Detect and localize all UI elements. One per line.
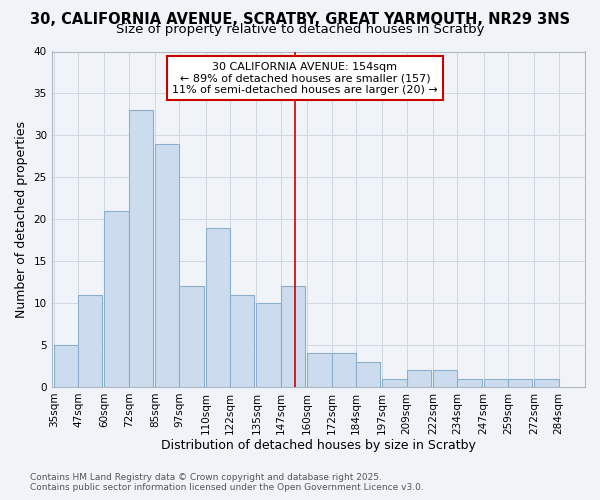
Bar: [104, 211, 129, 387]
Bar: [382, 378, 407, 387]
Bar: [332, 354, 356, 387]
Bar: [256, 303, 281, 387]
Text: Size of property relative to detached houses in Scratby: Size of property relative to detached ho…: [116, 22, 484, 36]
Bar: [179, 286, 204, 387]
Bar: [129, 110, 153, 387]
Bar: [155, 144, 179, 387]
X-axis label: Distribution of detached houses by size in Scratby: Distribution of detached houses by size …: [161, 440, 476, 452]
Bar: [457, 378, 482, 387]
Bar: [230, 294, 254, 387]
Bar: [206, 228, 230, 387]
Bar: [535, 378, 559, 387]
Bar: [78, 294, 103, 387]
Bar: [508, 378, 532, 387]
Bar: [356, 362, 380, 387]
Bar: [433, 370, 457, 387]
Y-axis label: Number of detached properties: Number of detached properties: [15, 120, 28, 318]
Bar: [484, 378, 508, 387]
Bar: [53, 345, 78, 387]
Text: 30, CALIFORNIA AVENUE, SCRATBY, GREAT YARMOUTH, NR29 3NS: 30, CALIFORNIA AVENUE, SCRATBY, GREAT YA…: [30, 12, 570, 28]
Bar: [407, 370, 431, 387]
Text: Contains HM Land Registry data © Crown copyright and database right 2025.
Contai: Contains HM Land Registry data © Crown c…: [30, 473, 424, 492]
Bar: [281, 286, 305, 387]
Bar: [307, 354, 332, 387]
Text: 30 CALIFORNIA AVENUE: 154sqm
← 89% of detached houses are smaller (157)
11% of s: 30 CALIFORNIA AVENUE: 154sqm ← 89% of de…: [172, 62, 438, 95]
